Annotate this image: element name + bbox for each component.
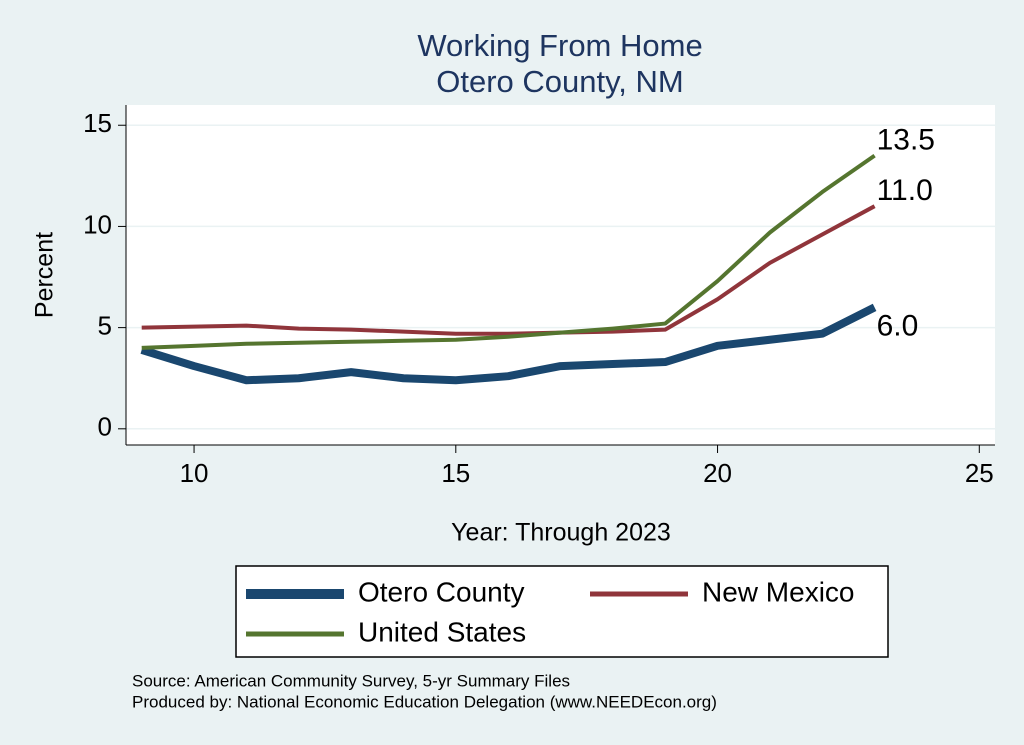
legend-label: United States: [358, 616, 526, 647]
y-axis-title: Percent: [31, 232, 59, 318]
x-tick-label: 25: [965, 458, 994, 488]
y-tick-label: 15: [83, 108, 112, 138]
plot-area: [126, 105, 995, 445]
x-tick-label: 15: [441, 458, 470, 488]
x-tick-label: 10: [180, 458, 209, 488]
legend: [235, 565, 889, 658]
x-tick-label: 20: [703, 458, 732, 488]
series-line: [140, 303, 877, 385]
end-label: 11.0: [877, 174, 933, 207]
legend-label: Otero County: [358, 576, 525, 607]
x-axis-title: Year: Through 2023: [451, 519, 671, 547]
y-tick-label: 5: [98, 310, 112, 340]
series-line: [141, 204, 876, 336]
chart-title: Working From Home: [417, 28, 702, 63]
end-label: 6.0: [877, 309, 919, 342]
source-note: Source: American Community Survey, 5-yr …: [132, 671, 570, 690]
y-tick-label: 0: [98, 412, 112, 442]
source-note: Produced by: National Economic Education…: [132, 692, 717, 711]
legend-label: New Mexico: [702, 576, 854, 607]
series-line: [141, 153, 876, 350]
end-label: 13.5: [877, 124, 935, 157]
y-tick-label: 10: [83, 209, 112, 239]
chart-title: Otero County, NM: [436, 64, 684, 99]
